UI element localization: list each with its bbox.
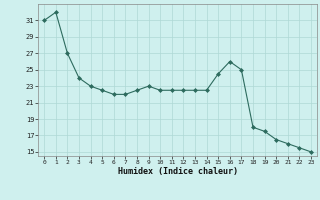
X-axis label: Humidex (Indice chaleur): Humidex (Indice chaleur) — [118, 167, 238, 176]
